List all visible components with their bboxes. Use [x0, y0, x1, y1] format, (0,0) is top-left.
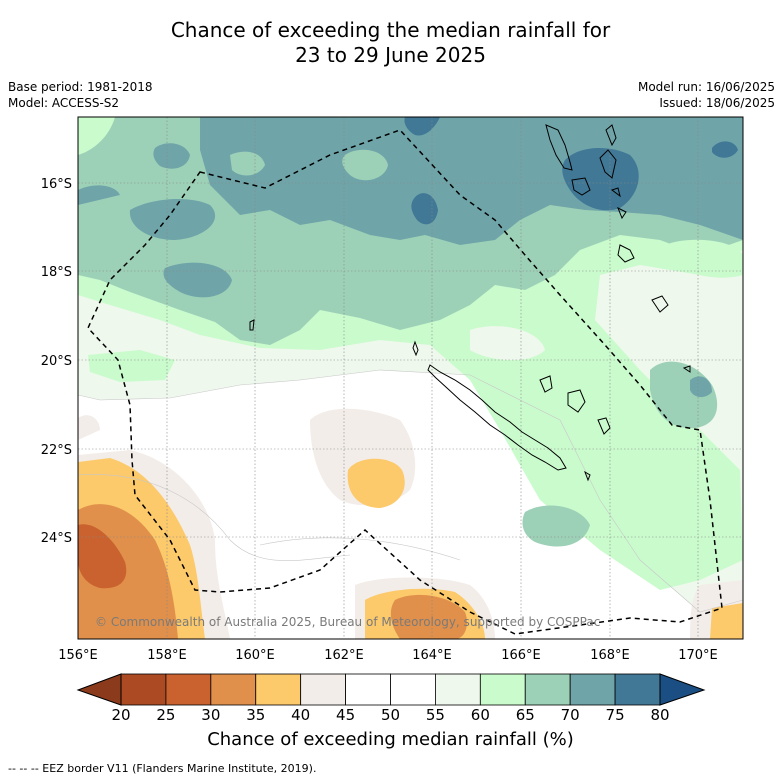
lon-label: 162°E	[324, 648, 364, 663]
issued-date: Issued: 18/06/2025	[659, 96, 775, 110]
colorbar-cell	[255, 673, 302, 706]
lon-label: 166°E	[501, 648, 541, 663]
colorbar-tick-label: 25	[156, 706, 175, 724]
colorbar-under-arrow	[76, 673, 122, 706]
lon-label: 158°E	[147, 648, 187, 663]
contour-75-80	[404, 117, 440, 136]
coastlines	[249, 124, 691, 482]
colorbar-cell	[210, 673, 257, 706]
colorbar-tick-label: 50	[381, 706, 400, 724]
map-panel: © Commonwealth of Australia 2025, Bureau…	[78, 117, 743, 639]
colorbar-cell	[614, 673, 661, 706]
copyright-text: © Commonwealth of Australia 2025, Bureau…	[95, 615, 600, 629]
lat-labels: 16°S 18°S 20°S 22°S 24°S	[41, 177, 72, 546]
vanuatu-outline	[545, 124, 573, 171]
new-caledonia-outline	[427, 364, 567, 471]
lon-label: 168°E	[590, 648, 630, 663]
colorbar-cell	[390, 673, 436, 706]
contour-25-30	[78, 524, 127, 589]
model-name: Model: ACCESS-S2	[8, 96, 120, 110]
eez-legend-note: -- -- -- EEZ border V11 (Flanders Marine…	[8, 762, 317, 775]
colorbar-tick-label: 80	[650, 706, 669, 724]
colorbar-cell	[435, 673, 481, 706]
colorbar-tick-label: 75	[606, 706, 625, 724]
map-title: Chance of exceeding the median rainfall …	[0, 18, 781, 68]
colorbar-tick-label: 30	[201, 706, 220, 724]
colorbar-tick-label: 65	[516, 706, 535, 724]
colorbar-cell	[569, 673, 616, 706]
lat-label: 18°S	[41, 265, 72, 280]
lon-label: 156°E	[58, 648, 98, 663]
colorbar-tick-label: 45	[336, 706, 355, 724]
colorbar-tick-label: 40	[291, 706, 310, 724]
colorbar-title: Chance of exceeding median rainfall (%)	[207, 729, 574, 750]
graticule	[78, 117, 743, 639]
contour-40-45	[78, 415, 100, 440]
model-run: Model run: 16/06/2025	[637, 80, 775, 94]
lat-label: 24°S	[41, 531, 72, 546]
colorbar-cell	[524, 673, 571, 706]
colorbar-tick-label: 70	[561, 706, 580, 724]
lon-label: 160°E	[235, 648, 275, 663]
lat-label: 22°S	[41, 443, 72, 458]
colorbar-tick-label: 60	[471, 706, 490, 724]
meta-left: Base period: 1981-2018 Model: ACCESS-S2	[8, 79, 153, 111]
colorbar-over-arrow	[659, 673, 706, 706]
colorbar-cell	[165, 673, 212, 706]
map-frame	[77, 116, 744, 640]
lon-label: 164°E	[412, 648, 452, 663]
colorbar-cell	[345, 673, 391, 706]
lon-label: 170°E	[678, 648, 718, 663]
title-line-1: Chance of exceeding the median rainfall …	[170, 18, 611, 42]
colorbar-tick-label: 35	[246, 706, 265, 724]
colorbar: 20 25 30 35 40 45 50 55 60 65 70 75 80	[76, 673, 706, 724]
lat-label: 16°S	[41, 177, 72, 192]
colorbar-tick-label: 55	[426, 706, 445, 724]
colorbar-cell	[300, 673, 346, 706]
title-line-2: 23 to 29 June 2025	[295, 43, 486, 67]
lon-labels: 156°E 158°E 160°E 162°E 164°E 166°E 168°…	[58, 648, 718, 663]
colorbar-cell	[120, 673, 167, 706]
colorbar-tick-label: 20	[111, 706, 130, 724]
meta-right: Model run: 16/06/2025 Issued: 18/06/2025	[638, 79, 775, 111]
base-period: Base period: 1981-2018	[8, 80, 153, 94]
colorbar-cell	[479, 673, 526, 706]
lat-label: 20°S	[41, 354, 72, 369]
